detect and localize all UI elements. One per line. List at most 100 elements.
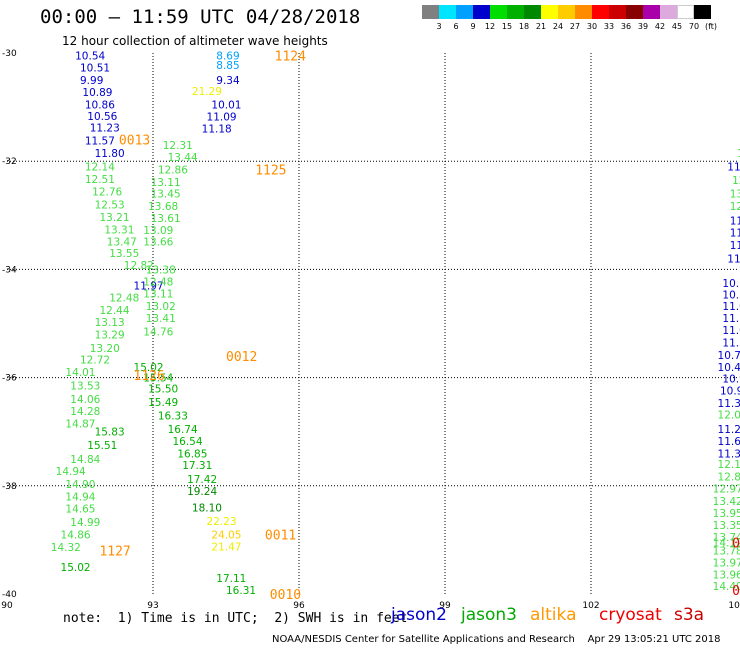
data-label: 13.53 bbox=[70, 381, 100, 393]
data-label: 11.97 bbox=[134, 281, 164, 293]
data-label: 14.76 bbox=[143, 327, 173, 339]
colorbar-swatch bbox=[558, 5, 575, 19]
data-label: 10.30 bbox=[722, 289, 740, 301]
y-tick-label: -40 bbox=[2, 590, 17, 600]
x-tick-label: 99 bbox=[439, 601, 451, 611]
time-label: 0012 bbox=[226, 350, 257, 365]
data-label: 11.73 bbox=[722, 313, 740, 325]
data-label: 12.76 bbox=[92, 186, 122, 198]
data-label: 10.56 bbox=[87, 111, 117, 123]
data-label: 12.86 bbox=[718, 472, 740, 484]
data-label: 13.02 bbox=[146, 301, 176, 313]
data-label: 8.69 bbox=[216, 51, 239, 63]
x-tick-label: 105 bbox=[728, 601, 740, 611]
data-label: 14.94 bbox=[65, 492, 95, 504]
data-label: 13.0 bbox=[730, 189, 740, 201]
time-label: 1126 bbox=[134, 369, 165, 384]
data-label: 17.31 bbox=[182, 460, 212, 472]
y-tick-label: -36 bbox=[2, 374, 17, 384]
data-label: 11.4 bbox=[730, 216, 740, 228]
legend-s3a: s3a bbox=[674, 605, 705, 625]
data-label: 13.74 bbox=[713, 532, 740, 544]
data-label: 13.31 bbox=[104, 224, 134, 236]
colorbar-label: 42 bbox=[654, 22, 666, 31]
data-label: 18.10 bbox=[192, 502, 222, 514]
colorbar-label: 39 bbox=[637, 22, 649, 31]
data-label: 13.35 bbox=[713, 520, 740, 532]
colorbar-label: 9 bbox=[470, 22, 476, 31]
colorbar-swatch bbox=[626, 5, 643, 19]
data-label: 14.94 bbox=[56, 466, 86, 478]
colorbar-swatch bbox=[439, 5, 456, 19]
data-label: 14.28 bbox=[70, 406, 100, 418]
x-tick-label: 102 bbox=[582, 601, 599, 611]
colorbar-swatch bbox=[592, 5, 609, 19]
data-label: 15.02 bbox=[134, 362, 164, 374]
data-label: 13.38 bbox=[146, 264, 176, 276]
data-label: 16.33 bbox=[158, 410, 188, 422]
time-label: 1125 bbox=[255, 163, 286, 178]
data-label: 14.12 bbox=[713, 538, 740, 550]
colorbar-swatch bbox=[694, 5, 711, 19]
y-tick-label: -30 bbox=[2, 49, 17, 59]
data-label: 14.84 bbox=[70, 454, 100, 466]
data-label: 22.23 bbox=[207, 516, 237, 528]
colorbar-swatch bbox=[490, 5, 507, 19]
data-label: 12.48 bbox=[109, 293, 139, 305]
data-label: 13.20 bbox=[90, 343, 120, 355]
y-tick-label: -32 bbox=[2, 157, 17, 167]
time-label: 0010 bbox=[270, 588, 301, 603]
data-label: 13.21 bbox=[99, 212, 129, 224]
colorbar-label: 21 bbox=[535, 22, 547, 31]
colorbar-label: 45 bbox=[671, 22, 683, 31]
x-tick-label: 90 bbox=[1, 601, 13, 611]
legend-jason3: jason3 bbox=[461, 605, 517, 625]
data-label: 11.27 bbox=[718, 424, 740, 436]
colorbar-swatch bbox=[422, 5, 439, 19]
data-label: 11.35 bbox=[718, 448, 740, 460]
data-label: 11.23 bbox=[90, 123, 120, 135]
data-label: 8.85 bbox=[216, 60, 239, 72]
data-label: 12.51 bbox=[85, 174, 115, 186]
data-label: 13.29 bbox=[95, 329, 125, 341]
data-label: 13.41 bbox=[146, 313, 176, 325]
data-label: 15.54 bbox=[143, 373, 173, 385]
data-label: 11.8 bbox=[727, 254, 740, 266]
data-label: 12.6 bbox=[732, 175, 740, 187]
data-label: 13.95 bbox=[713, 508, 740, 520]
data-label: 14.32 bbox=[51, 542, 81, 554]
data-label: 10.41 bbox=[718, 362, 740, 374]
data-label: 13.96 bbox=[713, 570, 740, 582]
colorbar-swatch bbox=[524, 5, 541, 19]
data-label: 10.89 bbox=[82, 87, 112, 99]
data-label: 17.11 bbox=[216, 573, 246, 585]
data-label: 12.86 bbox=[158, 164, 188, 176]
data-label: 14.40 bbox=[713, 581, 740, 593]
legend-cryosat: cryosat bbox=[599, 605, 662, 625]
data-label: 21.47 bbox=[211, 541, 241, 553]
data-label: 13.66 bbox=[143, 236, 173, 248]
data-label: 10.91 bbox=[720, 386, 740, 398]
colorbar-label: 27 bbox=[569, 22, 581, 31]
data-label: 16.31 bbox=[226, 585, 256, 597]
data-label: 12.53 bbox=[95, 199, 125, 211]
x-tick-label: 96 bbox=[293, 601, 305, 611]
colorbar-swatch bbox=[677, 5, 694, 19]
data-label: 11.80 bbox=[95, 148, 125, 160]
data-label: 11.06 bbox=[722, 301, 740, 313]
time-label: 09 bbox=[732, 584, 740, 599]
y-tick-label: -34 bbox=[2, 265, 17, 275]
colorbar-label: 18 bbox=[518, 22, 530, 31]
data-label: 13.11 bbox=[151, 177, 181, 189]
colorbar-swatch bbox=[660, 5, 677, 19]
data-label: 12.44 bbox=[99, 305, 129, 317]
data-label: 13.68 bbox=[148, 201, 178, 213]
data-label: 12.97 bbox=[713, 484, 740, 496]
data-label: 10.86 bbox=[85, 99, 115, 111]
data-label: 12.31 bbox=[163, 140, 193, 152]
x-tick-label: 93 bbox=[147, 601, 158, 611]
data-label: 15.49 bbox=[148, 397, 178, 409]
data-label: 19.24 bbox=[187, 486, 217, 498]
data-label: 14.65 bbox=[65, 504, 95, 516]
data-label: 11.39 bbox=[718, 398, 740, 410]
